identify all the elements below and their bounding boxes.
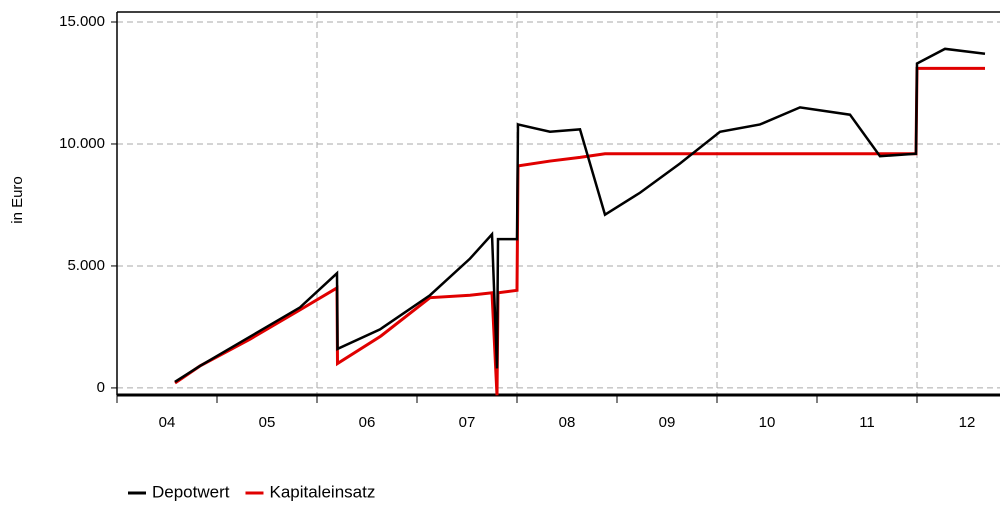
x-tick-label: 06 <box>359 414 376 431</box>
y-tick-label: 5.000 <box>67 257 105 274</box>
x-tick-label: 04 <box>159 414 176 431</box>
line <box>174 47 986 383</box>
y-tick-label: 10.000 <box>59 135 105 152</box>
x-tick-label: 08 <box>559 414 576 431</box>
y-tick-label: 0 <box>97 379 105 396</box>
x-tick-label: 11 <box>859 414 875 431</box>
y-tick-label: 15.000 <box>59 13 105 30</box>
legend-label: Depotwert <box>152 482 230 501</box>
x-tick-label: 10 <box>759 414 776 431</box>
x-tick-label: 07 <box>459 414 476 431</box>
y-axis-label: in Euro <box>9 176 26 224</box>
x-tick-label: 12 <box>959 414 976 431</box>
x-tick-label: 05 <box>259 414 276 431</box>
line <box>174 66 985 396</box>
legend-label: Kapitaleinsatz <box>269 482 375 501</box>
x-tick-label: 09 <box>659 414 676 431</box>
